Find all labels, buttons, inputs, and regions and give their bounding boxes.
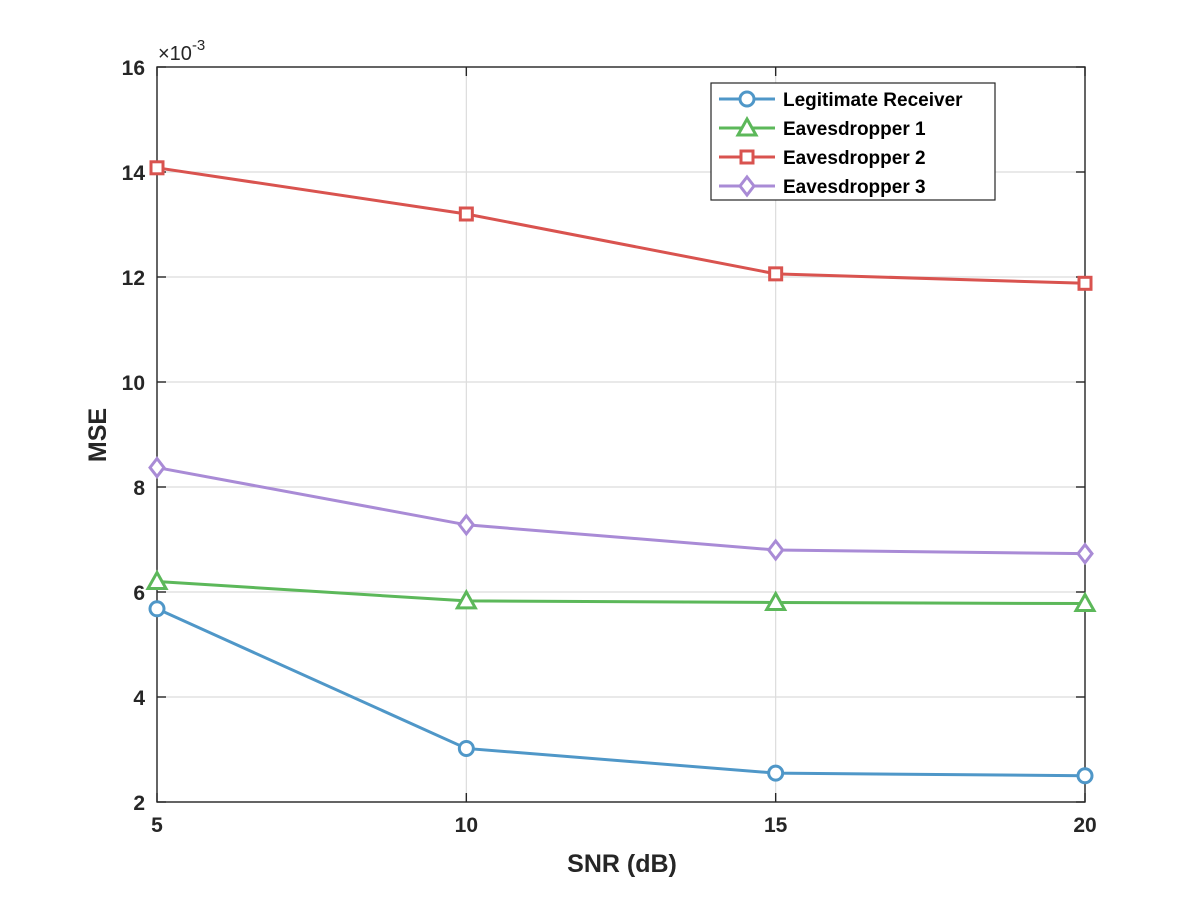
y-axis-label: MSE: [84, 408, 112, 462]
legend-item: Eavesdropper 2: [719, 148, 926, 169]
data-point: [764, 590, 788, 611]
data-point: [458, 206, 474, 222]
y-axis-multiplier: ×10-3: [158, 37, 205, 65]
series-diamond: [148, 456, 1094, 566]
series-line: [156, 166, 1086, 285]
data-point: [454, 588, 478, 610]
x-tick-label: 15: [764, 814, 788, 837]
y-axis-multiplier-exponent: -3: [192, 37, 205, 54]
legend-marker: [735, 115, 759, 137]
legend-label: Eavesdropper 2: [783, 148, 926, 169]
axes: 5 10 15 20 2 4 6 8 10 12 14 16: [122, 57, 1097, 837]
y-tick-label: 16: [122, 57, 145, 80]
x-tick-label: 10: [455, 814, 478, 837]
legend-box: [710, 82, 996, 201]
axis-labels: SNR (dB) MSE ×10-3: [84, 37, 677, 878]
y-tick-label: 6: [133, 582, 145, 605]
series-line: [156, 466, 1086, 556]
series-triangle: [145, 569, 1097, 613]
series-line: [156, 607, 1086, 778]
series-circle: [148, 600, 1094, 785]
series-square: [149, 160, 1093, 291]
legend-label: Legitimate Receiver: [783, 90, 963, 111]
data-point: [148, 456, 166, 480]
data-point: [145, 569, 169, 590]
legend-marker: [738, 90, 756, 108]
data-point: [1073, 591, 1097, 613]
series-line: [156, 580, 1086, 606]
y-tick-label: 14: [122, 162, 146, 185]
legend-label: Eavesdropper 3: [783, 177, 926, 198]
legend-item: Legitimate Receiver: [719, 90, 963, 111]
y-tick-label: 8: [133, 477, 145, 500]
data-point: [1076, 767, 1094, 785]
y-tick-label: 4: [133, 687, 145, 710]
legend: Legitimate Receiver Eavesdropper 1 Eavesdr…: [710, 82, 996, 201]
data-point: [457, 739, 475, 757]
plot-area-frame: [156, 66, 1086, 803]
data-point: [768, 266, 784, 282]
data-point: [767, 764, 785, 782]
legend-marker: [739, 149, 755, 165]
y-axis-multiplier-base: ×10: [158, 43, 192, 65]
legend-label: Eavesdropper 1: [783, 119, 926, 140]
x-tick-label: 5: [151, 814, 163, 837]
x-axis-label: SNR (dB): [567, 850, 677, 878]
legend-item: Eavesdropper 1: [719, 115, 926, 140]
legend-item: Eavesdropper 3: [719, 174, 926, 198]
legend-marker: [738, 174, 756, 198]
data-point: [1076, 542, 1094, 566]
data-point: [149, 160, 165, 176]
y-tick-label: 12: [122, 267, 145, 290]
data-point: [457, 513, 476, 537]
data-point: [148, 600, 166, 618]
x-tick-label: 20: [1073, 814, 1096, 837]
y-tick-label: 2: [133, 792, 145, 815]
y-tick-label: 10: [122, 372, 145, 395]
data-point: [1077, 275, 1093, 291]
data-point: [766, 538, 785, 562]
series-group: [145, 160, 1097, 785]
